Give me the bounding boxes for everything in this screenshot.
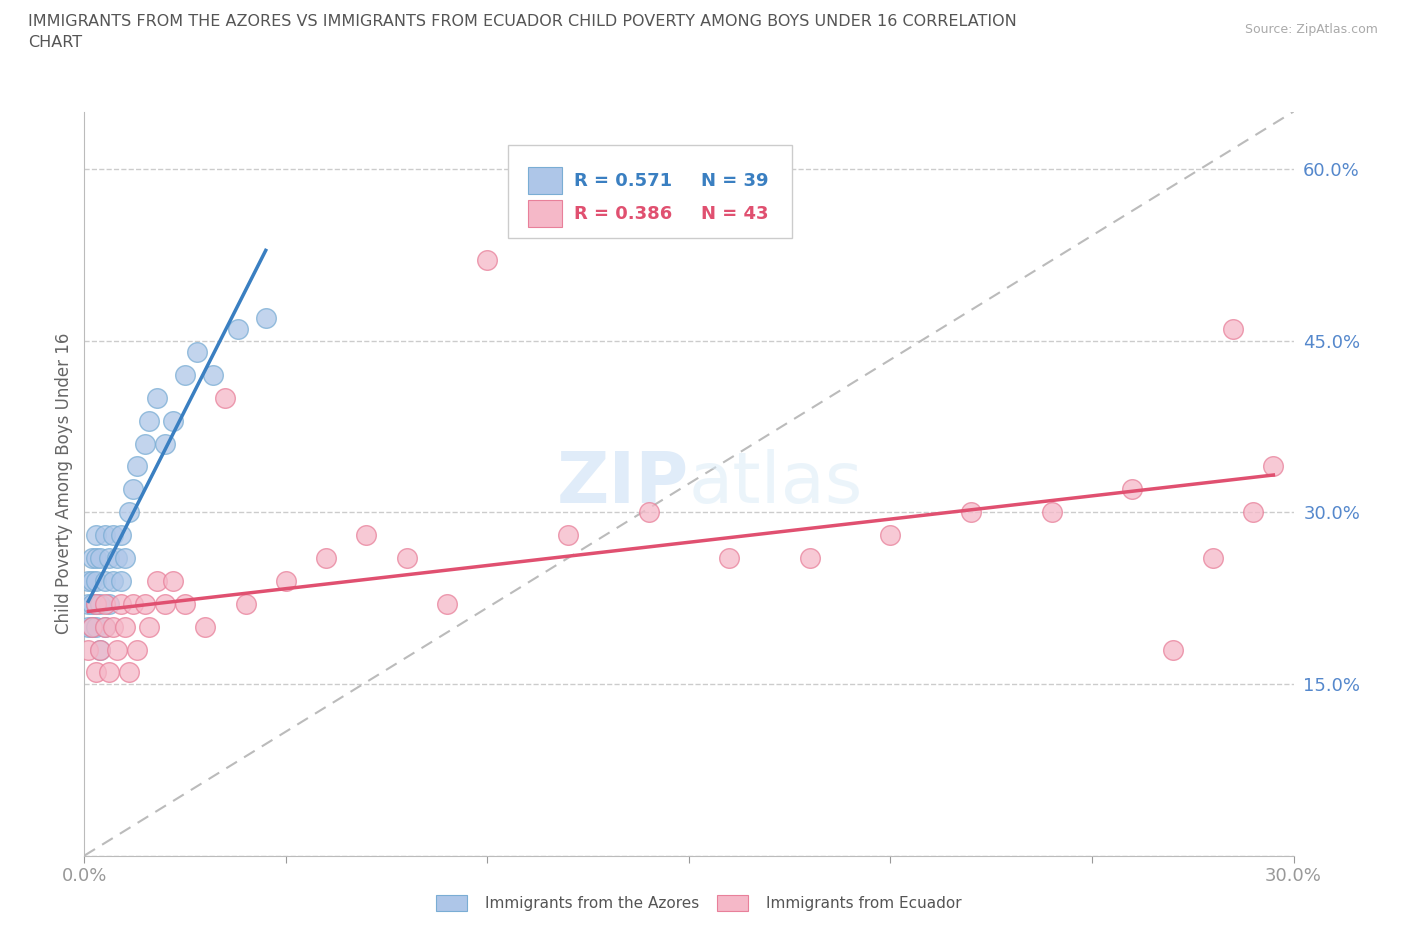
Bar bbox=[529, 167, 562, 194]
Point bbox=[77, 596, 100, 611]
Point bbox=[134, 596, 156, 611]
Point bbox=[77, 574, 100, 589]
Point bbox=[637, 505, 659, 520]
Point bbox=[1263, 459, 1285, 474]
Point bbox=[82, 596, 104, 611]
Point bbox=[110, 596, 132, 611]
Point bbox=[86, 527, 108, 542]
Point bbox=[214, 391, 236, 405]
Point bbox=[1202, 551, 1225, 565]
Point bbox=[395, 551, 418, 565]
Point bbox=[105, 551, 128, 565]
Point bbox=[82, 619, 104, 634]
Point bbox=[194, 619, 217, 634]
Point bbox=[110, 574, 132, 589]
Point bbox=[138, 619, 160, 634]
Point bbox=[718, 551, 741, 565]
Point bbox=[86, 665, 108, 680]
Point bbox=[153, 436, 176, 451]
Bar bbox=[529, 200, 562, 227]
Point bbox=[93, 574, 115, 589]
Point bbox=[162, 413, 184, 428]
Point bbox=[254, 311, 277, 325]
Point bbox=[89, 596, 111, 611]
Point bbox=[89, 642, 111, 657]
Point bbox=[118, 505, 141, 520]
Point bbox=[274, 574, 297, 589]
Point bbox=[202, 367, 225, 382]
Text: ZIP: ZIP bbox=[557, 449, 689, 518]
Point bbox=[186, 344, 208, 359]
Point bbox=[93, 619, 115, 634]
Point bbox=[153, 596, 176, 611]
Text: R = 0.386: R = 0.386 bbox=[574, 205, 672, 222]
Point bbox=[86, 619, 108, 634]
Y-axis label: Child Poverty Among Boys Under 16: Child Poverty Among Boys Under 16 bbox=[55, 333, 73, 634]
Point bbox=[315, 551, 337, 565]
Point bbox=[226, 322, 249, 337]
Point bbox=[960, 505, 983, 520]
Text: atlas: atlas bbox=[689, 449, 863, 518]
Point bbox=[93, 527, 115, 542]
Text: IMMIGRANTS FROM THE AZORES VS IMMIGRANTS FROM ECUADOR CHILD POVERTY AMONG BOYS U: IMMIGRANTS FROM THE AZORES VS IMMIGRANTS… bbox=[28, 14, 1017, 50]
Point bbox=[97, 596, 120, 611]
Point bbox=[101, 619, 124, 634]
Point bbox=[89, 642, 111, 657]
Point bbox=[1121, 482, 1143, 497]
Point bbox=[86, 596, 108, 611]
Point bbox=[477, 253, 499, 268]
Point bbox=[1241, 505, 1264, 520]
Point bbox=[436, 596, 458, 611]
Point bbox=[114, 619, 136, 634]
Point bbox=[86, 551, 108, 565]
Point bbox=[82, 619, 104, 634]
Point bbox=[82, 551, 104, 565]
Point bbox=[146, 391, 169, 405]
Point bbox=[105, 642, 128, 657]
Point bbox=[162, 574, 184, 589]
Point bbox=[1040, 505, 1063, 520]
Point bbox=[93, 619, 115, 634]
Point bbox=[97, 665, 120, 680]
Point bbox=[89, 551, 111, 565]
Point bbox=[138, 413, 160, 428]
FancyBboxPatch shape bbox=[508, 145, 792, 238]
Point bbox=[121, 596, 143, 611]
Point bbox=[97, 551, 120, 565]
Bar bbox=[717, 895, 748, 911]
Point bbox=[356, 527, 378, 542]
Point bbox=[86, 596, 108, 611]
Text: N = 43: N = 43 bbox=[702, 205, 769, 222]
Point bbox=[101, 574, 124, 589]
Point bbox=[174, 596, 197, 611]
Point bbox=[114, 551, 136, 565]
Point bbox=[121, 482, 143, 497]
Point bbox=[134, 436, 156, 451]
Point bbox=[146, 574, 169, 589]
Point bbox=[86, 574, 108, 589]
Point bbox=[174, 367, 197, 382]
Point bbox=[1161, 642, 1184, 657]
Text: Source: ZipAtlas.com: Source: ZipAtlas.com bbox=[1244, 23, 1378, 36]
Text: Immigrants from Ecuador: Immigrants from Ecuador bbox=[766, 897, 962, 911]
Point bbox=[77, 619, 100, 634]
Point bbox=[101, 527, 124, 542]
Text: Immigrants from the Azores: Immigrants from the Azores bbox=[485, 897, 699, 911]
Point bbox=[879, 527, 901, 542]
Point bbox=[799, 551, 821, 565]
Point bbox=[557, 527, 579, 542]
Point bbox=[110, 527, 132, 542]
Point bbox=[82, 574, 104, 589]
Point bbox=[235, 596, 257, 611]
Point bbox=[125, 642, 148, 657]
Text: N = 39: N = 39 bbox=[702, 172, 769, 190]
Point bbox=[125, 459, 148, 474]
Point bbox=[1222, 322, 1244, 337]
Point bbox=[77, 642, 100, 657]
Point bbox=[93, 596, 115, 611]
Point bbox=[118, 665, 141, 680]
Text: R = 0.571: R = 0.571 bbox=[574, 172, 672, 190]
Bar bbox=[436, 895, 467, 911]
